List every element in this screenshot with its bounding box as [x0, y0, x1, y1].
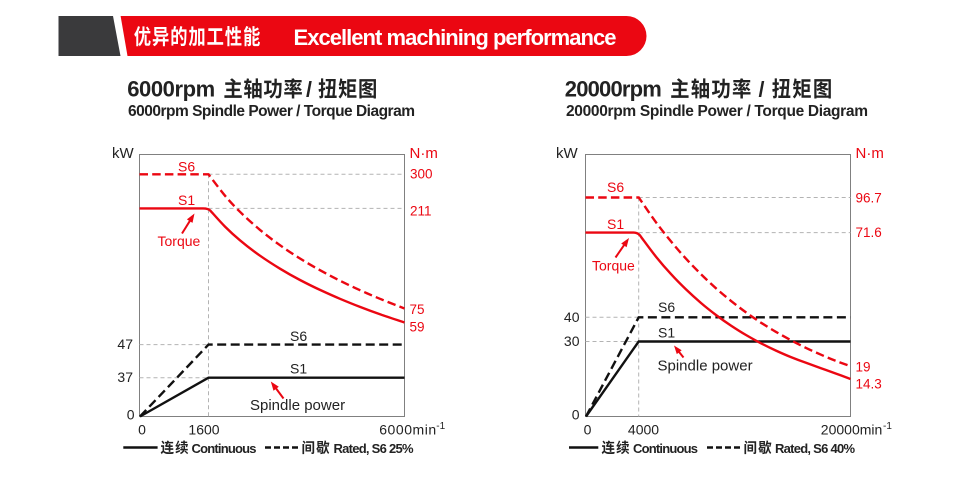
- svg-text:59: 59: [410, 320, 425, 335]
- svg-text:S1: S1: [290, 361, 307, 377]
- svg-text:211: 211: [410, 204, 432, 219]
- svg-text:S1: S1: [607, 216, 624, 232]
- svg-text:Rated, S6 25%: Rated, S6 25%: [334, 441, 414, 456]
- svg-text:kW: kW: [112, 145, 135, 162]
- svg-text:0: 0: [572, 407, 580, 423]
- svg-text:47: 47: [117, 336, 133, 352]
- svg-text:Spindle power: Spindle power: [658, 358, 753, 375]
- svg-text:S6: S6: [178, 159, 195, 175]
- svg-text:-1: -1: [883, 421, 892, 432]
- svg-text:96.7: 96.7: [856, 191, 882, 206]
- svg-text:75: 75: [410, 302, 425, 317]
- svg-text:6000rpm: 6000rpm: [127, 77, 215, 102]
- svg-text:1600: 1600: [188, 422, 219, 438]
- svg-text:N·m: N·m: [856, 145, 884, 162]
- svg-text:kW: kW: [556, 145, 579, 162]
- svg-text:Spindle power: Spindle power: [250, 397, 345, 414]
- svg-text:6000min: 6000min: [379, 422, 436, 438]
- svg-text:S6: S6: [607, 179, 624, 195]
- svg-text:S1: S1: [178, 192, 195, 208]
- svg-text:6000rpm Spindle Power / Torque: 6000rpm Spindle Power / Torque Diagram: [128, 103, 415, 120]
- svg-text:Continuous: Continuous: [633, 441, 698, 456]
- svg-text:19: 19: [856, 360, 871, 375]
- svg-text:0: 0: [584, 422, 592, 438]
- svg-text:300: 300: [410, 167, 433, 182]
- svg-text:20000rpm Spindle Power / Torqu: 20000rpm Spindle Power / Torque Diagram: [566, 103, 868, 120]
- svg-text:S6: S6: [290, 328, 307, 344]
- svg-text:4000: 4000: [628, 422, 659, 438]
- svg-text:Excellent machining performanc: Excellent machining performance: [294, 25, 617, 50]
- svg-text:20000min: 20000min: [821, 422, 883, 438]
- svg-text:37: 37: [117, 369, 133, 385]
- svg-text:40: 40: [564, 309, 580, 325]
- svg-text:S6: S6: [658, 299, 675, 315]
- svg-text:30: 30: [564, 333, 580, 349]
- svg-text:Continuous: Continuous: [192, 441, 257, 456]
- svg-text:20000rpm: 20000rpm: [565, 77, 662, 102]
- svg-text:/: /: [759, 78, 765, 102]
- svg-text:0: 0: [127, 407, 135, 423]
- svg-text:Torque: Torque: [592, 258, 635, 274]
- svg-text:N·m: N·m: [410, 145, 438, 162]
- svg-text:71.6: 71.6: [856, 225, 882, 240]
- svg-text:14.3: 14.3: [856, 377, 882, 392]
- svg-text:Rated, S6 40%: Rated, S6 40%: [775, 441, 855, 456]
- svg-text:Torque: Torque: [158, 233, 201, 249]
- svg-text:-1: -1: [436, 421, 445, 432]
- svg-text:S1: S1: [658, 325, 675, 341]
- svg-text:/: /: [306, 78, 312, 102]
- svg-text:0: 0: [138, 422, 146, 438]
